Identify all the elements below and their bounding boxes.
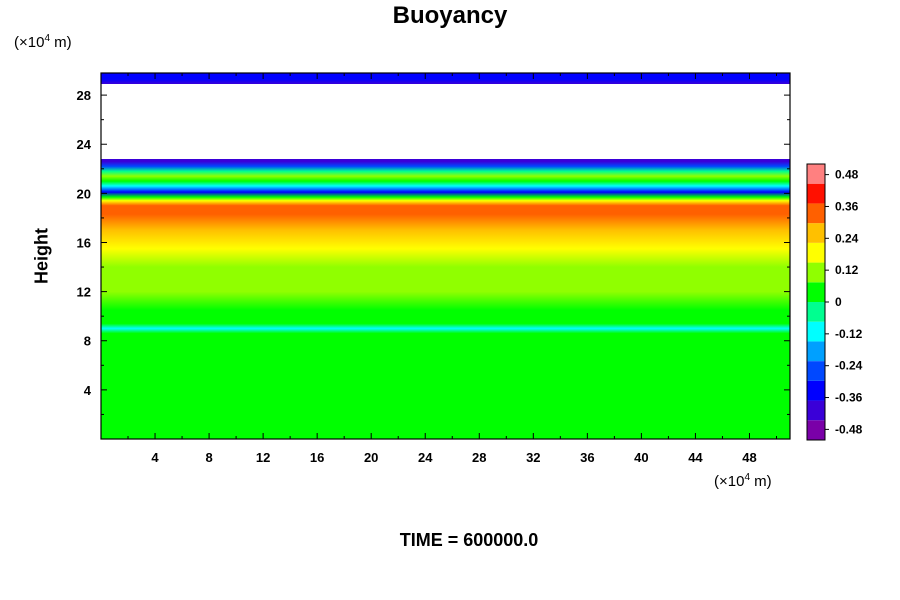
colorbar-band: [807, 262, 825, 283]
x-tick-label: 24: [418, 450, 433, 465]
colorbar-band: [807, 361, 825, 381]
colorbar-band: [807, 380, 825, 401]
colorbar-band: [807, 400, 825, 421]
y-unit-label: (×104 m): [14, 33, 72, 51]
colorbar-tick-label: 0.12: [835, 263, 859, 277]
colorbar-band: [807, 282, 825, 302]
x-tick-label: 40: [634, 450, 648, 465]
colorbar-tick-label: -0.36: [835, 391, 863, 405]
colorbar-band: [807, 341, 825, 362]
x-tick-label: 12: [256, 450, 270, 465]
x-tick-label: 28: [472, 450, 486, 465]
x-tick-label: 48: [742, 450, 756, 465]
chart-title: Buoyancy: [392, 2, 508, 29]
colorbar-band: [807, 203, 825, 224]
colorbar-tick-label: 0.48: [835, 168, 859, 182]
y-ticks: 4 8 12 16 20 24 28: [77, 88, 790, 415]
buoyancy-field: [101, 73, 790, 439]
x-unit-label: (×104 m): [714, 472, 772, 490]
x-ticks: 4 8 12 16 20 24 28 32 36 40 44 48: [127, 73, 777, 465]
x-tick-label: 32: [526, 450, 540, 465]
colorbar-tick-label: -0.12: [835, 327, 863, 341]
colorbar-tick-label: 0.36: [835, 199, 859, 213]
colorbar-band: [807, 223, 825, 243]
colorbar-band: [807, 183, 825, 204]
colorbar-band: [807, 164, 825, 184]
x-tick-label: 8: [205, 450, 212, 465]
x-tick-label: 36: [580, 450, 594, 465]
plot-frame: [100, 72, 791, 440]
x-tick-label: 20: [364, 450, 378, 465]
y-tick-label: 4: [84, 383, 92, 398]
field-fill: [101, 73, 790, 439]
y-tick-label: 24: [77, 137, 92, 152]
y-tick-label: 12: [77, 285, 91, 300]
colorbar: 0.48 0.36 0.24 0.12 0 -0.12 -0.24 -0.36 -0.48: [806, 163, 863, 441]
time-label: TIME = 600000.0: [399, 530, 539, 550]
y-tick-label: 8: [84, 334, 91, 349]
colorbar-band: [807, 321, 825, 342]
colorbar-tick-label: -0.48: [835, 422, 863, 436]
x-tick-label: 44: [688, 450, 703, 465]
colorbar-tick-label: 0.24: [835, 231, 859, 245]
y-tick-label: 16: [77, 235, 91, 250]
colorbar-band: [807, 302, 825, 322]
colorbar-band: [807, 420, 825, 440]
colorbar-tick-label: -0.24: [835, 359, 863, 373]
y-tick-label: 20: [77, 186, 91, 201]
colorbar-tick-label: 0: [835, 295, 842, 309]
colorbar-band: [807, 242, 825, 263]
y-tick-label: 28: [77, 88, 91, 103]
x-tick-label: 16: [310, 450, 324, 465]
x-tick-label: 4: [151, 450, 159, 465]
